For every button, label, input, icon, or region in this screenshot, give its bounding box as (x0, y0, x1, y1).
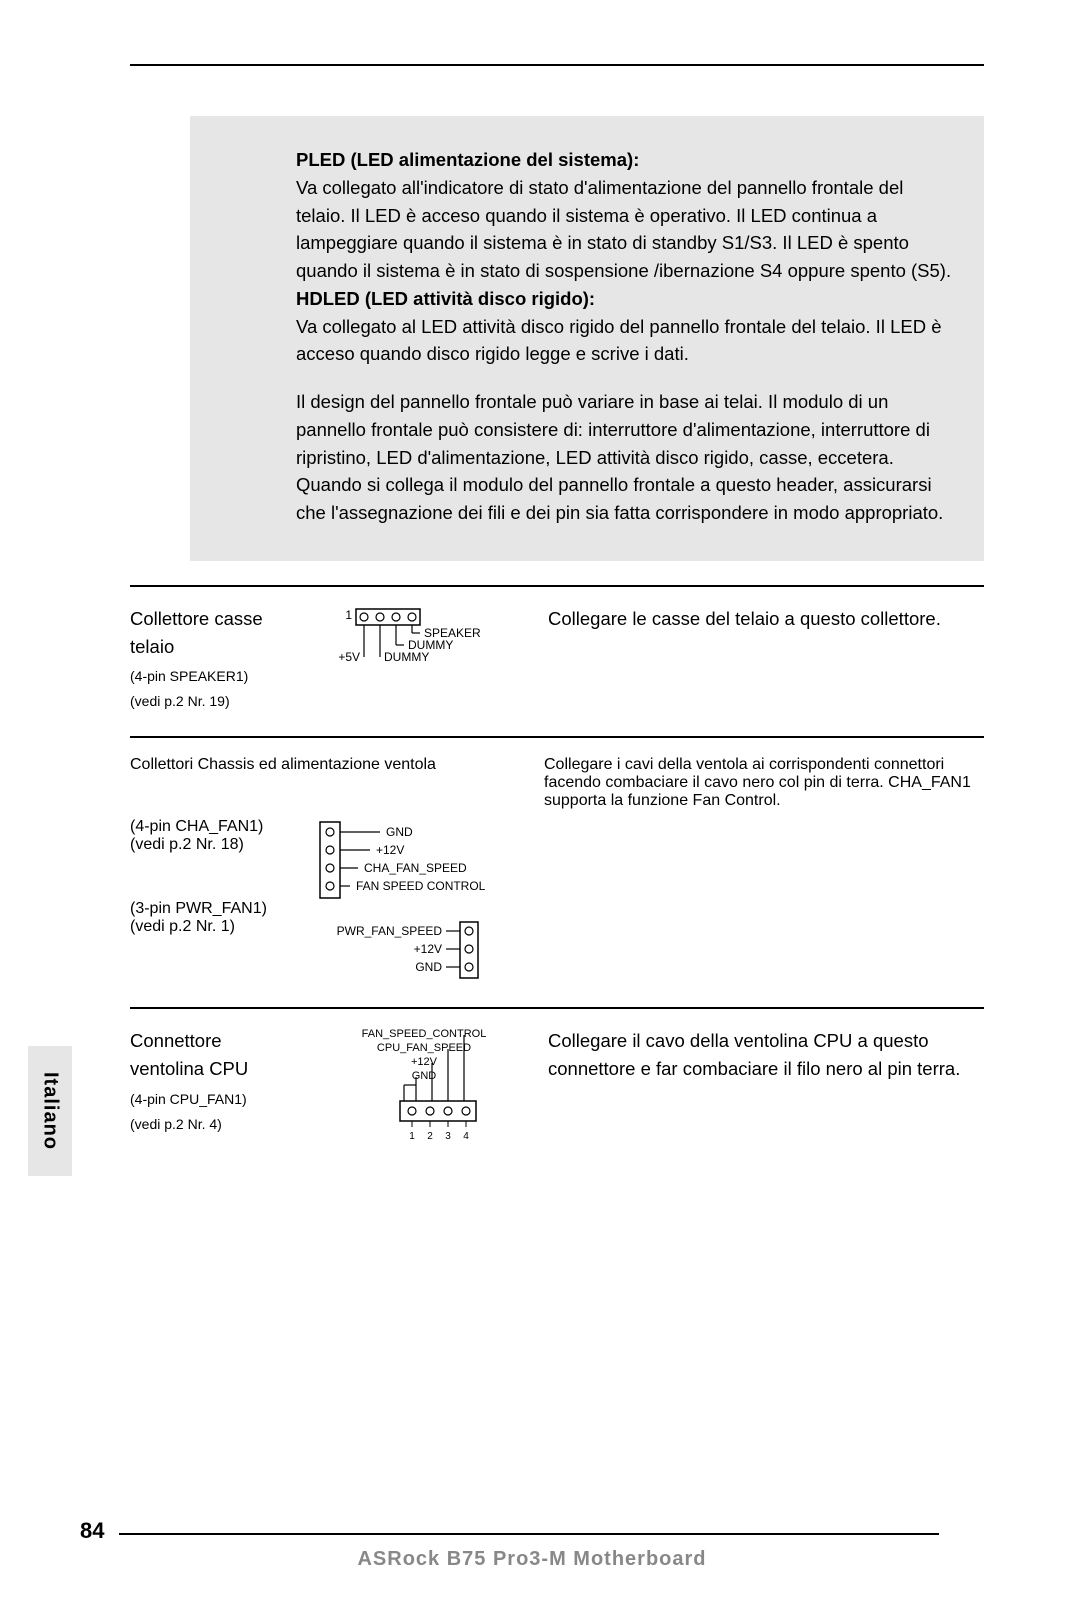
speaker-diagram: 1 SPEAKER DUMMY DUMMY +5V (324, 605, 524, 675)
pin1-label: 1 (345, 608, 352, 622)
pin-num: 1 (409, 1131, 415, 1142)
pin-num: 4 (463, 1131, 469, 1142)
language-label: Italiano (39, 1072, 62, 1150)
cha-lbl: GND (386, 825, 413, 839)
footer: 84 ASRock B75 Pro3-M Motherboard (0, 1518, 1080, 1571)
pin-circle (326, 882, 334, 890)
speaker-desc: Collegare le casse del telaio a questo c… (548, 605, 984, 633)
language-tab: Italiano (28, 1046, 72, 1176)
separator (130, 585, 984, 587)
pin-circle (465, 927, 473, 935)
separator (130, 736, 984, 738)
cpu-sub2: (vedi p.2 Nr. 4) (130, 1114, 300, 1135)
pwr-lbl: GND (415, 960, 442, 974)
chassis-title: Collettori Chassis ed alimentazione vent… (130, 756, 520, 774)
plus5v-lbl: +5V (338, 650, 360, 664)
pin-circle (326, 828, 334, 836)
pled-title: PLED (LED alimentazione del sistema): (296, 149, 639, 170)
pin-circle (444, 1107, 452, 1115)
cha-lbl: FAN SPEED CONTROL (356, 879, 486, 893)
speaker-sub2: (vedi p.2 Nr. 19) (130, 691, 300, 712)
pin-num: 2 (427, 1131, 433, 1142)
pin-circle (326, 846, 334, 854)
pled-body: Va collegato all'indicatore di stato d'a… (296, 174, 954, 285)
speaker-section: Collettore casse telaio (4-pin SPEAKER1)… (130, 605, 984, 713)
chassis-desc: Collegare i cavi della ventola ai corris… (544, 756, 984, 810)
pin-circle (392, 613, 400, 621)
chassis-diagram: GND +12V CHA_FAN_SPEED FAN SPEED CONTROL… (310, 818, 570, 993)
chassis-sub2a: (vedi p.2 Nr. 18) (130, 836, 300, 854)
cpu-left: Connettore ventolina CPU (4-pin CPU_FAN1… (130, 1027, 300, 1135)
hdled-body: Va collegato al LED attività disco rigid… (296, 313, 954, 369)
chassis-sub1a: (4-pin CHA_FAN1) (130, 818, 300, 836)
cha-lbl: +12V (376, 843, 404, 857)
info-box: PLED (LED alimentazione del sistema): Va… (190, 116, 984, 561)
chassis-sub2b: (vedi p.2 Nr. 1) (130, 918, 300, 936)
speaker-sub1: (4-pin SPEAKER1) (130, 666, 300, 687)
pin-circle (465, 945, 473, 953)
header-rect (460, 922, 478, 978)
design-body: Il design del pannello frontale può vari… (296, 388, 954, 527)
header-rect (356, 609, 420, 625)
pin-num: 3 (445, 1131, 451, 1142)
page: PLED (LED alimentazione del sistema): Va… (0, 0, 1080, 1619)
speaker-left: Collettore casse telaio (4-pin SPEAKER1)… (130, 605, 300, 713)
pin-circle (462, 1107, 470, 1115)
footer-title: ASRock B75 Pro3-M Motherboard (80, 1548, 984, 1571)
pin-circle (408, 1107, 416, 1115)
separator (130, 1007, 984, 1009)
cpu-fan-section: Connettore ventolina CPU (4-pin CPU_FAN1… (130, 1027, 984, 1152)
cpu-desc: Collegare il cavo della ventolina CPU a … (548, 1027, 984, 1083)
page-number: 84 (80, 1518, 114, 1544)
cpu-lbl: FAN_SPEED_CONTROL (362, 1028, 487, 1040)
cpu-title: Connettore ventolina CPU (130, 1027, 300, 1083)
dummy-lbl: DUMMY (384, 650, 429, 664)
cpu-sub1: (4-pin CPU_FAN1) (130, 1089, 300, 1110)
pin-circle (426, 1107, 434, 1115)
pwr-lbl: +12V (414, 942, 442, 956)
cha-lbl: CHA_FAN_SPEED (364, 861, 467, 875)
chassis-left-a: (4-pin CHA_FAN1) (vedi p.2 Nr. 18) (3-pi… (130, 818, 300, 993)
pin-circle (465, 963, 473, 971)
pwr-lbl: PWR_FAN_SPEED (337, 924, 443, 938)
pin-circle (360, 613, 368, 621)
header-rect (320, 822, 340, 898)
header-rect (400, 1101, 476, 1121)
cpu-diagram: FAN_SPEED_CONTROL CPU_FAN_SPEED +12V GND (324, 1027, 524, 1152)
pin-circle (326, 864, 334, 872)
hdled-title: HDLED (LED attività disco rigido): (296, 288, 595, 309)
pin-circle (376, 613, 384, 621)
cpu-lbl: CPU_FAN_SPEED (377, 1042, 471, 1054)
speaker-title: Collettore casse telaio (130, 605, 300, 661)
chassis-fan-section: Collettori Chassis ed alimentazione vent… (130, 756, 984, 993)
chassis-sub1b: (3-pin PWR_FAN1) (130, 900, 300, 918)
footer-rule (119, 1533, 939, 1535)
cpu-lbl: +12V (411, 1056, 438, 1068)
top-rule (130, 64, 984, 66)
pin-circle (408, 613, 416, 621)
